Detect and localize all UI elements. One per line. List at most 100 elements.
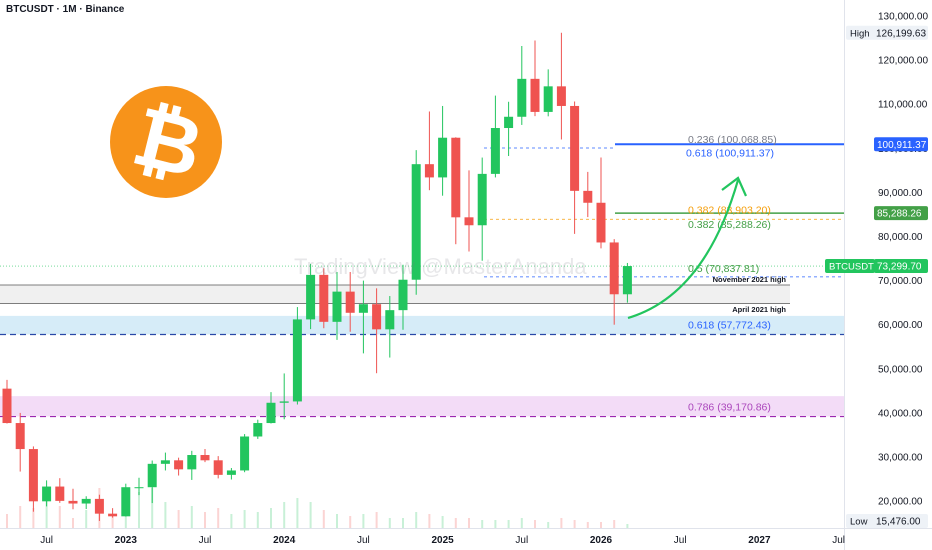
volume-bar — [32, 508, 35, 528]
candle[interactable] — [55, 478, 65, 503]
candle[interactable] — [253, 419, 263, 439]
candle[interactable] — [147, 460, 157, 504]
candle[interactable] — [134, 477, 144, 496]
candle[interactable] — [543, 69, 553, 117]
price-tick-label: 30,000.00 — [878, 453, 923, 464]
candle[interactable] — [556, 32, 566, 140]
volume-bar — [560, 518, 563, 528]
candle[interactable] — [319, 268, 329, 329]
candle[interactable] — [292, 307, 302, 405]
axis-badge-value: 73,299.70 — [877, 262, 922, 273]
candle[interactable] — [200, 449, 210, 463]
time-tick-label: 2025 — [431, 535, 454, 546]
volume-bar — [177, 510, 180, 528]
fib-label: 0.618 (100,911.37) — [686, 147, 774, 159]
candle[interactable] — [345, 272, 355, 332]
candle[interactable] — [279, 373, 289, 420]
candle[interactable] — [530, 40, 540, 117]
time-tick-label: Jul — [674, 535, 687, 546]
candle-body — [583, 190, 593, 203]
candle[interactable] — [490, 95, 500, 178]
candle[interactable] — [504, 101, 514, 157]
candle-body — [292, 319, 302, 402]
candle[interactable] — [451, 137, 461, 245]
volume-bar — [309, 502, 312, 528]
arrow-head-icon — [721, 176, 748, 197]
candle[interactable] — [174, 457, 184, 476]
candle[interactable] — [358, 280, 368, 354]
axis-badge: 100,911.37 — [874, 137, 928, 152]
candle[interactable] — [398, 264, 408, 330]
candle[interactable] — [160, 452, 170, 471]
candle[interactable] — [108, 508, 118, 518]
volume-bar — [362, 514, 365, 528]
candle-body — [2, 388, 12, 424]
candle[interactable] — [385, 296, 395, 358]
time-tick-label: 2027 — [748, 535, 771, 546]
axis-badge-bg — [874, 206, 928, 221]
candle[interactable] — [2, 379, 12, 424]
candle[interactable] — [266, 392, 276, 424]
candle[interactable] — [517, 45, 527, 125]
candle[interactable] — [438, 105, 448, 196]
volume-bar — [45, 498, 48, 528]
candle[interactable] — [240, 434, 250, 473]
axis-badge: 85,288.26 — [874, 206, 928, 221]
candle[interactable] — [464, 170, 474, 252]
volume-bar — [415, 512, 418, 528]
candle-body — [596, 202, 606, 243]
axis-badge-bg — [874, 137, 928, 152]
candle-body — [609, 242, 619, 295]
candle[interactable] — [570, 101, 580, 234]
candle-body — [332, 291, 342, 322]
candle[interactable] — [81, 496, 91, 510]
candle[interactable] — [332, 272, 342, 340]
fib-label: 0.382 (85,288.26) — [688, 219, 771, 231]
candle[interactable] — [187, 450, 197, 480]
candle[interactable] — [68, 488, 78, 510]
candle-body — [424, 164, 434, 178]
candle[interactable] — [622, 262, 632, 303]
volume-bar — [534, 520, 536, 528]
candle-body — [108, 513, 118, 517]
time-tick-label: Jul — [199, 535, 212, 546]
candle-body — [319, 274, 329, 322]
candle[interactable] — [213, 456, 223, 479]
candle[interactable] — [306, 263, 316, 330]
candle[interactable] — [583, 171, 593, 218]
axis-badge-value: 85,288.26 — [877, 209, 922, 220]
price-tick-label: 40,000.00 — [878, 408, 923, 419]
candle[interactable] — [411, 150, 421, 295]
volume-bar — [6, 514, 8, 528]
time-tick-label: 2026 — [590, 535, 613, 546]
candle-body — [358, 304, 368, 313]
candle[interactable] — [609, 239, 619, 325]
volume-bar — [230, 514, 233, 528]
candle[interactable] — [121, 483, 131, 517]
price-tick-label: 80,000.00 — [878, 232, 923, 243]
candle-body — [490, 128, 500, 174]
volume-bar — [270, 508, 272, 528]
candle[interactable] — [424, 111, 434, 191]
candle[interactable] — [477, 157, 487, 261]
volume-bar — [151, 488, 154, 528]
candle[interactable] — [15, 412, 25, 472]
price-tick-label: 20,000.00 — [878, 497, 923, 508]
candle[interactable] — [94, 494, 104, 521]
axis-badge: Low 15,476.00 — [846, 514, 928, 529]
volume-bar — [217, 508, 220, 528]
candle-body — [306, 274, 316, 320]
volume-bar — [204, 512, 206, 528]
candle[interactable] — [42, 480, 52, 507]
fib-label: 0.5 (70,837.81) — [688, 263, 759, 275]
candle[interactable] — [596, 157, 606, 249]
volume-bar — [19, 506, 22, 528]
axis-badge-bg — [846, 25, 928, 40]
candle[interactable] — [28, 446, 38, 512]
candle-body — [398, 279, 408, 311]
high-2021-zone-label: November 2021 high — [713, 275, 787, 284]
candle[interactable] — [372, 288, 382, 374]
candle[interactable] — [226, 468, 236, 480]
volume-bar — [468, 518, 470, 528]
